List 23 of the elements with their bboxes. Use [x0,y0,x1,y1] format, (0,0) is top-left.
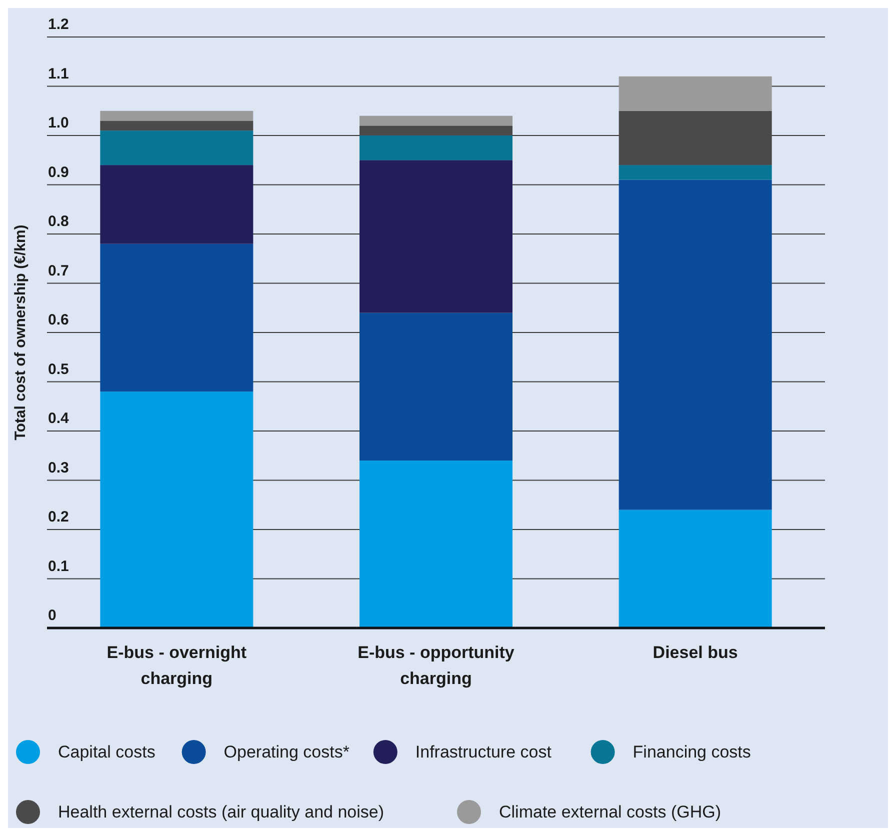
y-tick-label: 0.4 [48,410,70,427]
y-tick-label: 0.1 [48,558,69,575]
y-tick-label: 0.2 [48,508,69,526]
legend-label: Climate external costs (GHG) [499,802,721,822]
y-axis-title: Total cost of ownership (€/km) [12,224,29,440]
x-tick-label: Diesel bus [652,643,738,662]
y-tick-label: 0.5 [48,360,69,378]
legend-label: Infrastructure cost [415,742,552,762]
legend-label: Health external costs (air quality and noise) [58,802,384,822]
y-tick-label: 0.7 [48,262,69,280]
y-tick-label: 0.8 [48,213,69,230]
y-tick-label: 0.9 [48,164,69,181]
y-tick-label: 1.2 [48,16,69,33]
legend-label: Financing costs [632,742,751,762]
legend-label: Operating costs* [224,742,350,762]
x-tick-label: E-bus - overnight charging [106,643,247,688]
x-tick-label: E-bus - opportunity charging [358,643,515,688]
legend-label: Capital costs [58,742,156,762]
y-tick-label: 0.6 [48,312,69,328]
y-tick-label: 1.0 [48,114,69,132]
y-tick-label: 0 [48,607,56,624]
y-tick-label: 1.1 [48,65,69,82]
y-tick-label: 0.3 [48,459,69,476]
